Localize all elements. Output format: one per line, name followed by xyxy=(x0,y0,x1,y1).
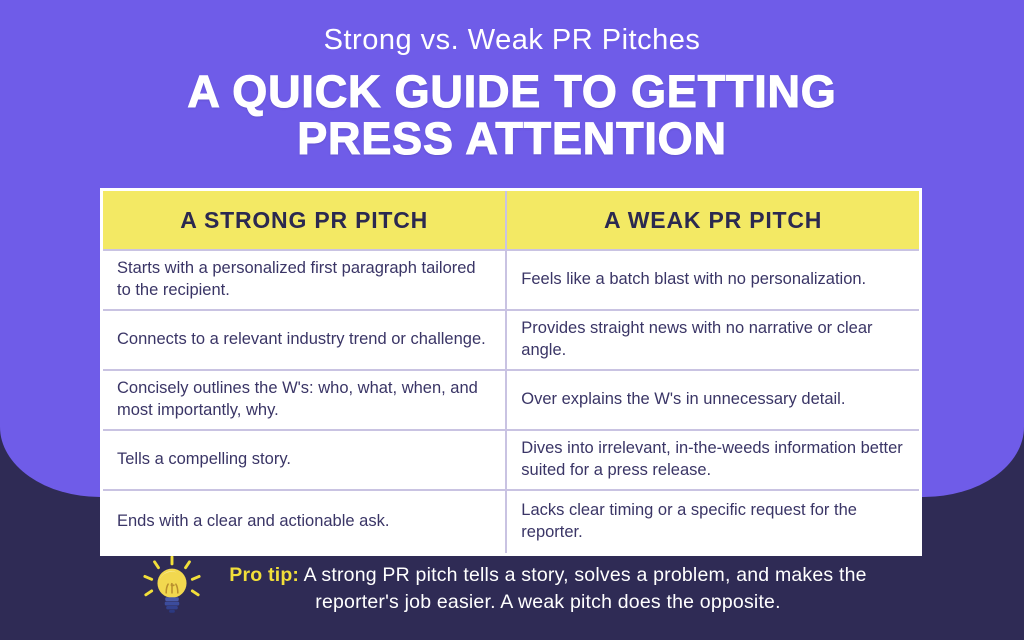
table-cell-strong: Connects to a relevant industry trend or… xyxy=(117,329,486,348)
protip-text: Pro tip: A strong PR pitch tells a story… xyxy=(213,562,883,615)
page-title: A QUICK GUIDE TO GETTING PRESS ATTENTION xyxy=(0,66,1024,164)
table-cell-weak: Dives into irrelevant, in-the-weeds info… xyxy=(505,430,919,489)
table-row: Concisely outlines the W's: who, what, w… xyxy=(103,368,919,429)
table-row: Starts with a personalized first paragra… xyxy=(103,249,919,309)
table-cell-strong: Starts with a personalized first paragra… xyxy=(117,259,476,299)
table-header-weak: A WEAK PR PITCH xyxy=(505,191,919,249)
lightbulb-icon xyxy=(143,556,201,613)
table-cell-weak: Over explains the W's in unnecessary det… xyxy=(505,370,919,429)
comparison-table: A STRONG PR PITCH A WEAK PR PITCH Starts… xyxy=(100,188,922,556)
table-cell-strong: Tells a compelling story. xyxy=(117,449,291,468)
table-cell-strong: Concisely outlines the W's: who, what, w… xyxy=(117,378,478,419)
protip-label: Pro tip: xyxy=(229,564,300,587)
table-header-strong: A STRONG PR PITCH xyxy=(103,191,506,249)
page-title-line-2: PRESS ATTENTION xyxy=(297,112,727,164)
page-title-line-1: A QUICK GUIDE TO GETTING xyxy=(187,66,837,117)
table-cell-weak: Lacks clear timing or a specific request… xyxy=(505,490,919,553)
page-subtitle: Strong vs. Weak PR Pitches xyxy=(323,24,701,56)
page-header: Strong vs. Weak PR Pitches A QUICK GUIDE… xyxy=(0,24,1024,163)
table-cell-weak: Feels like a batch blast with no persona… xyxy=(505,251,919,309)
protip-body: A strong PR pitch tells a story, solves … xyxy=(303,564,867,613)
table-row: Tells a compelling story. Dives into irr… xyxy=(103,428,919,489)
table-row: Connects to a relevant industry trend or… xyxy=(103,308,919,369)
protip-section: Pro tip: A strong PR pitch tells a story… xyxy=(0,556,1024,622)
table-cell-strong: Ends with a clear and actionable ask. xyxy=(117,511,390,530)
table-cell-weak: Provides straight news with no narrative… xyxy=(505,310,919,369)
table-row: Ends with a clear and actionable ask. La… xyxy=(103,488,919,553)
table-header-row: A STRONG PR PITCH A WEAK PR PITCH xyxy=(103,191,919,249)
